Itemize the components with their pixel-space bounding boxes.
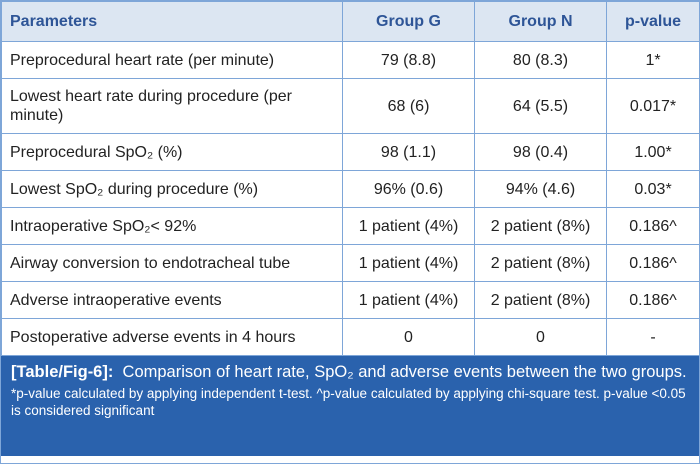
caption-label: [Table/Fig-6]: — [11, 363, 114, 381]
table-cell: 1* — [606, 41, 700, 79]
table-cell: 79 (8.8) — [342, 41, 475, 79]
row-label: Airway conversion to endotracheal tube — [1, 244, 343, 282]
table-cell: 0.03* — [606, 170, 700, 208]
row-label: Postoperative adverse events in 4 hours — [1, 318, 343, 356]
table-cell: 1 patient (4%) — [342, 281, 475, 319]
table-row: Airway conversion to endotracheal tube 1 … — [1, 244, 700, 282]
table-cell: 0.186^ — [606, 244, 700, 282]
table-cell: 0.186^ — [606, 207, 700, 245]
table-body: Preprocedural heart rate (per minute) 79 … — [1, 41, 700, 356]
row-label: Lowest heart rate during procedure (per … — [1, 78, 343, 134]
table-cell: 64 (5.5) — [474, 78, 607, 134]
table-cell: 0 — [474, 318, 607, 356]
table-row: Postoperative adverse events in 4 hours 0… — [1, 318, 700, 356]
row-label: Adverse intraoperative events — [1, 281, 343, 319]
table-cell: - — [606, 318, 700, 356]
table-cell: 1.00* — [606, 133, 700, 171]
caption-text: [Table/Fig-6]: Comparison of heart rate,… — [11, 362, 689, 382]
header-cell: Group N — [474, 1, 607, 42]
row-label: Preprocedural SpO₂ (%) — [1, 133, 343, 171]
row-label: Intraoperative SpO₂< 92% — [1, 207, 343, 245]
table-cell: 1 patient (4%) — [342, 207, 475, 245]
header-cell: Parameters — [1, 1, 343, 42]
table-row: Adverse intraoperative events 1 patient (… — [1, 281, 700, 319]
table-row: Lowest heart rate during procedure (per … — [1, 78, 700, 134]
table-row: Intraoperative SpO₂< 92% 1 patient (4%) 2 … — [1, 207, 700, 245]
table-cell: 2 patient (8%) — [474, 244, 607, 282]
table-cell: 98 (1.1) — [342, 133, 475, 171]
table-cell: 68 (6) — [342, 78, 475, 134]
table-cell: 94% (4.6) — [474, 170, 607, 208]
table-cell: 0.017* — [606, 78, 700, 134]
caption: [Table/Fig-6]: Comparison of heart rate,… — [1, 356, 699, 456]
table-cell: 96% (0.6) — [342, 170, 475, 208]
caption-notes: *p-value calculated by applying independ… — [11, 386, 686, 418]
caption-title: Comparison of heart rate, SpO₂ and adver… — [122, 363, 687, 381]
table-cell: 0.186^ — [606, 281, 700, 319]
table-cell: 2 patient (8%) — [474, 281, 607, 319]
table-cell: 2 patient (8%) — [474, 207, 607, 245]
table-row: Preprocedural SpO₂ (%) 98 (1.1) 98 (0.4) 1.… — [1, 133, 700, 171]
table-cell: 1 patient (4%) — [342, 244, 475, 282]
table-cell: 0 — [342, 318, 475, 356]
header-cell: p-value — [606, 1, 700, 42]
row-label: Lowest SpO₂ during procedure (%) — [1, 170, 343, 208]
row-label: Preprocedural heart rate (per minute) — [1, 41, 343, 79]
table-row: Preprocedural heart rate (per minute) 79 … — [1, 41, 700, 79]
table-cell: 80 (8.3) — [474, 41, 607, 79]
table-row: Lowest SpO₂ during procedure (%) 96% (0.6… — [1, 170, 700, 208]
header-cell: Group G — [342, 1, 475, 42]
table-cell: 98 (0.4) — [474, 133, 607, 171]
